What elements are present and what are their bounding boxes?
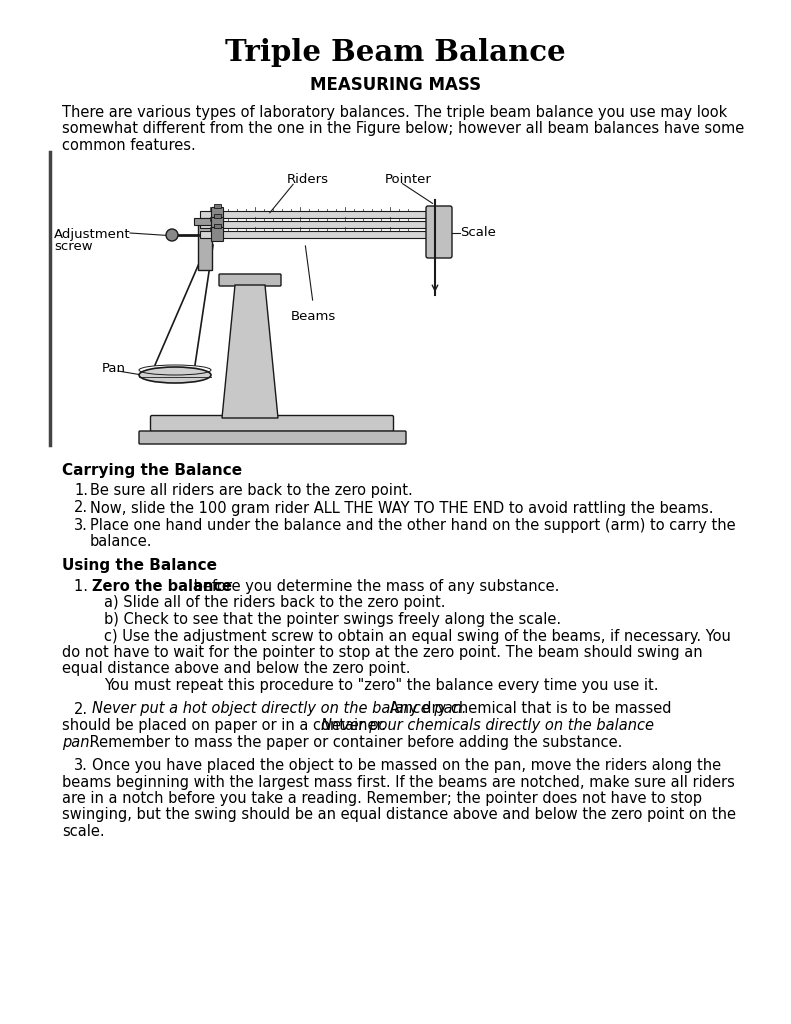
FancyBboxPatch shape xyxy=(211,217,224,231)
Text: are in a notch before you take a reading. Remember; the pointer does not have to: are in a notch before you take a reading… xyxy=(62,791,702,806)
Text: Once you have placed the object to be massed on the pan, move the riders along t: Once you have placed the object to be ma… xyxy=(92,758,721,773)
FancyBboxPatch shape xyxy=(139,431,406,444)
Bar xyxy=(214,204,221,208)
Bar xyxy=(200,231,430,238)
Text: Now, slide the 100 gram rider ALL THE WAY TO THE END to avoid rattling the beams: Now, slide the 100 gram rider ALL THE WA… xyxy=(90,501,713,515)
Text: Be sure all riders are back to the zero point.: Be sure all riders are back to the zero … xyxy=(90,483,413,498)
Text: equal distance above and below the zero point.: equal distance above and below the zero … xyxy=(62,662,411,677)
Text: Triple Beam Balance: Triple Beam Balance xyxy=(225,38,566,67)
Text: MEASURING MASS: MEASURING MASS xyxy=(310,76,481,94)
Bar xyxy=(198,220,212,270)
FancyBboxPatch shape xyxy=(211,208,224,221)
Text: b) Check to see that the pointer swings freely along the scale.: b) Check to see that the pointer swings … xyxy=(104,612,561,627)
Text: somewhat different from the one in the Figure below; however all beam balances h: somewhat different from the one in the F… xyxy=(62,122,744,136)
FancyBboxPatch shape xyxy=(219,274,281,286)
Text: 1.: 1. xyxy=(74,483,88,498)
Text: do not have to wait for the pointer to stop at the zero point. The beam should s: do not have to wait for the pointer to s… xyxy=(62,645,702,660)
Text: There are various types of laboratory balances. The triple beam balance you use : There are various types of laboratory ba… xyxy=(62,105,727,120)
Text: 2.: 2. xyxy=(74,501,88,515)
FancyBboxPatch shape xyxy=(211,227,224,242)
Text: Remember to mass the paper or container before adding the substance.: Remember to mass the paper or container … xyxy=(85,734,623,750)
Text: You must repeat this procedure to "zero" the balance every time you use it.: You must repeat this procedure to "zero"… xyxy=(104,678,658,693)
Text: Riders: Riders xyxy=(287,173,329,186)
Text: scale.: scale. xyxy=(62,824,104,839)
Bar xyxy=(214,224,221,228)
Text: 3.: 3. xyxy=(74,758,88,773)
Bar xyxy=(200,211,430,218)
FancyBboxPatch shape xyxy=(150,416,393,431)
Bar xyxy=(194,218,216,225)
Circle shape xyxy=(166,229,178,241)
Text: a) Slide all of the riders back to the zero point.: a) Slide all of the riders back to the z… xyxy=(104,596,445,610)
Text: common features.: common features. xyxy=(62,138,195,153)
Text: balance.: balance. xyxy=(90,535,153,550)
Bar xyxy=(214,214,221,218)
Text: pan.: pan. xyxy=(62,734,94,750)
Text: Beams: Beams xyxy=(290,310,335,323)
Text: before you determine the mass of any substance.: before you determine the mass of any sub… xyxy=(189,579,559,594)
Text: Never pour chemicals directly on the balance: Never pour chemicals directly on the bal… xyxy=(320,718,653,733)
Text: Any dry chemical that is to be massed: Any dry chemical that is to be massed xyxy=(385,701,672,717)
Text: Zero the balance: Zero the balance xyxy=(92,579,232,594)
Text: c) Use the adjustment screw to obtain an equal swing of the beams, if necessary.: c) Use the adjustment screw to obtain an… xyxy=(104,629,731,643)
Text: Carrying the Balance: Carrying the Balance xyxy=(62,463,242,478)
Text: should be placed on paper or in a container.: should be placed on paper or in a contai… xyxy=(62,718,391,733)
Text: Adjustment: Adjustment xyxy=(54,228,131,241)
Text: 1.: 1. xyxy=(74,579,93,594)
Text: screw: screw xyxy=(54,240,93,253)
Bar xyxy=(200,221,430,228)
Text: swinging, but the swing should be an equal distance above and below the zero poi: swinging, but the swing should be an equ… xyxy=(62,808,736,822)
Text: Pan: Pan xyxy=(102,361,126,375)
Text: 3.: 3. xyxy=(74,518,88,534)
Text: Never put a hot object directly on the balance pan.: Never put a hot object directly on the b… xyxy=(92,701,467,717)
Text: Scale: Scale xyxy=(460,225,496,239)
Ellipse shape xyxy=(139,367,211,383)
Text: Place one hand under the balance and the other hand on the support (arm) to carr: Place one hand under the balance and the… xyxy=(90,518,736,534)
Text: Using the Balance: Using the Balance xyxy=(62,558,217,573)
FancyBboxPatch shape xyxy=(426,206,452,258)
Text: Pointer: Pointer xyxy=(385,173,432,186)
Polygon shape xyxy=(222,285,278,418)
Text: 2.: 2. xyxy=(74,701,88,717)
Text: beams beginning with the largest mass first. If the beams are notched, make sure: beams beginning with the largest mass fi… xyxy=(62,774,735,790)
